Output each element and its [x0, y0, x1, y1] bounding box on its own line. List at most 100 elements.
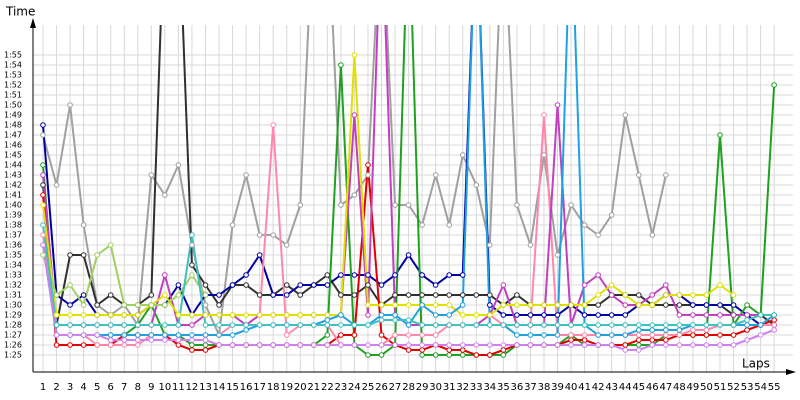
- series-line: [42, 54, 735, 316]
- x-axis-title: Laps: [742, 357, 770, 371]
- point: [622, 292, 629, 298]
- point: [297, 312, 304, 318]
- point: [744, 312, 750, 318]
- point: [229, 342, 236, 348]
- point: [216, 322, 222, 328]
- point: [40, 192, 46, 198]
- point: [243, 322, 249, 328]
- y-tick-label: 1:31: [4, 291, 22, 300]
- x-tick-label: 50: [700, 382, 713, 393]
- point: [94, 322, 100, 328]
- x-tick-label: 39: [551, 382, 564, 393]
- point: [365, 352, 371, 358]
- point: [67, 282, 73, 288]
- point: [500, 342, 507, 348]
- y-axis-arrow: [30, 18, 36, 28]
- y-tick-label: 1:39: [4, 211, 22, 220]
- point: [162, 192, 168, 198]
- point: [67, 302, 73, 308]
- point: [527, 322, 534, 328]
- point: [446, 347, 453, 353]
- point: [473, 342, 480, 348]
- point: [459, 302, 466, 308]
- point: [148, 337, 155, 343]
- point: [581, 282, 588, 288]
- point: [189, 337, 195, 343]
- point: [676, 302, 683, 308]
- x-tick-label: 21: [307, 382, 320, 393]
- point: [554, 302, 561, 308]
- point: [717, 282, 723, 288]
- point: [270, 312, 276, 318]
- point: [162, 337, 168, 343]
- point: [229, 282, 236, 288]
- point: [189, 272, 195, 278]
- point: [500, 347, 507, 353]
- point: [744, 337, 750, 343]
- y-tick-label: 1:49: [4, 111, 22, 120]
- x-tick-label: 2: [53, 382, 59, 393]
- point: [690, 327, 696, 333]
- point: [162, 292, 168, 298]
- point: [500, 302, 507, 308]
- point: [703, 327, 710, 333]
- point: [134, 322, 141, 328]
- point: [514, 322, 520, 328]
- point: [107, 312, 114, 318]
- point: [405, 292, 412, 298]
- point: [649, 232, 656, 238]
- point: [40, 132, 46, 138]
- point: [175, 332, 182, 338]
- point: [730, 342, 737, 348]
- point: [229, 222, 236, 228]
- point: [148, 292, 155, 298]
- x-tick-label: 23: [335, 382, 348, 393]
- x-tick-label: 14: [213, 382, 226, 393]
- point: [405, 317, 412, 323]
- point: [554, 322, 561, 328]
- x-tick-label: 36: [511, 382, 524, 393]
- point: [40, 122, 46, 128]
- point: [730, 322, 737, 328]
- point: [121, 342, 128, 348]
- point: [690, 302, 696, 308]
- x-tick-label: 8: [135, 382, 141, 393]
- point: [216, 312, 222, 318]
- y-axis-title: Time: [5, 5, 35, 19]
- point: [270, 292, 276, 298]
- point: [663, 282, 669, 288]
- point: [676, 327, 683, 333]
- point: [554, 332, 561, 338]
- point: [67, 342, 73, 348]
- point: [487, 302, 493, 308]
- point: [459, 322, 466, 328]
- point: [283, 342, 290, 348]
- point: [595, 332, 601, 338]
- point: [53, 292, 60, 298]
- point: [80, 332, 87, 338]
- point: [148, 322, 155, 328]
- point: [216, 342, 222, 348]
- point: [419, 292, 425, 298]
- point: [324, 332, 331, 338]
- point: [730, 332, 737, 338]
- x-tick-label: 5: [94, 382, 100, 393]
- point: [283, 312, 290, 318]
- x-tick-label: 3: [67, 382, 73, 393]
- point: [67, 312, 73, 318]
- point: [717, 342, 723, 348]
- point: [446, 312, 453, 318]
- point: [514, 312, 520, 318]
- point: [622, 302, 629, 308]
- point: [676, 342, 683, 348]
- point: [595, 302, 601, 308]
- point: [202, 332, 209, 338]
- point: [256, 322, 263, 328]
- x-tick-label: 29: [416, 382, 429, 393]
- point: [392, 317, 398, 323]
- point: [189, 232, 195, 238]
- x-tick-label: 31: [443, 382, 456, 393]
- point: [40, 242, 46, 248]
- x-tick-label: 42: [592, 382, 605, 393]
- y-tick-label: 1:53: [4, 71, 22, 80]
